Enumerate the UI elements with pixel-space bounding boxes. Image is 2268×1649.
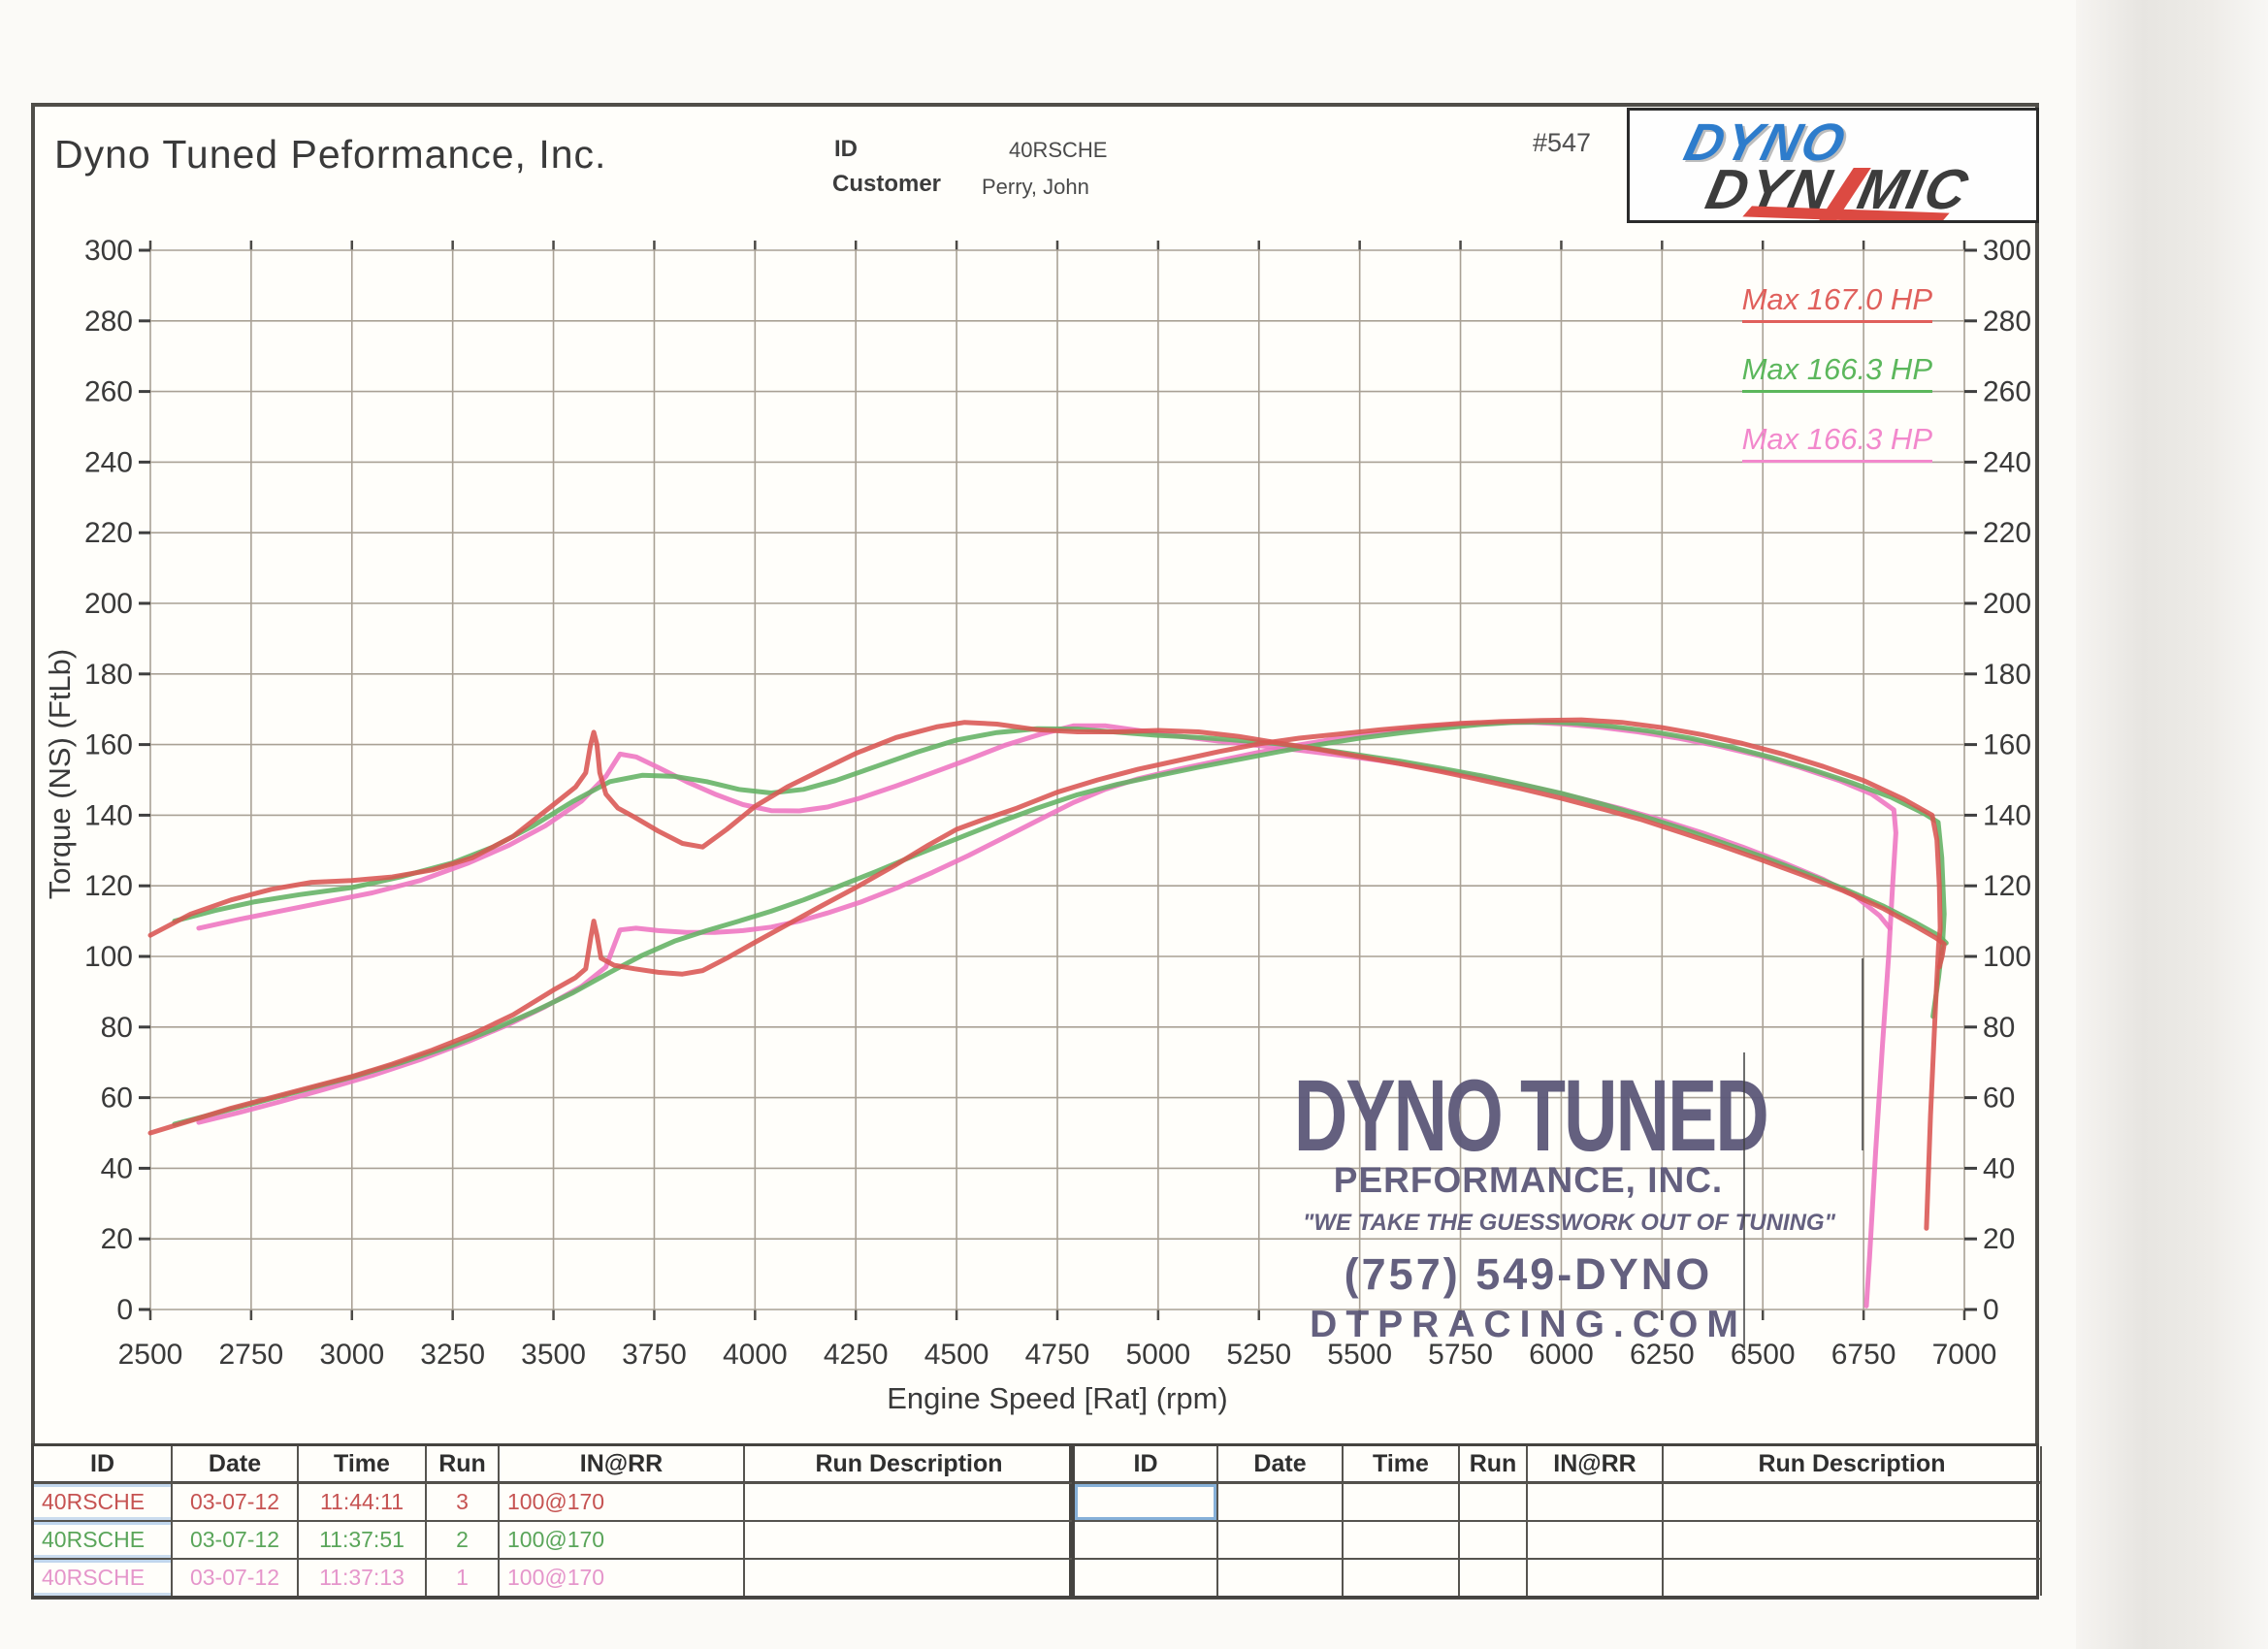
table-cell-time	[1344, 1520, 1460, 1558]
table-header-cell: IN@RR	[1528, 1446, 1664, 1482]
table-cell-id: 40RSCHE	[34, 1482, 173, 1520]
table-cell-run	[1460, 1558, 1528, 1596]
table-header-cell: ID	[34, 1446, 173, 1482]
legend-max-hp-run2: Max 166.3 HP	[1741, 352, 1932, 393]
report-title: Dyno Tuned Peformance, Inc.	[54, 132, 607, 177]
dyno-dynamics-logo: DYNO DYN MIC	[1627, 108, 2039, 223]
table-cell-time: 11:37:13	[299, 1558, 427, 1596]
table-cell-date	[1218, 1482, 1344, 1520]
table-cell-time	[1344, 1558, 1460, 1596]
table-cell-in_rr	[1528, 1520, 1664, 1558]
table-cell-description	[1664, 1482, 2042, 1520]
watermark-line4: (757) 549-DYNO	[1344, 1249, 1713, 1299]
table-cell-description	[1664, 1558, 2042, 1596]
table-cell-run	[1460, 1482, 1528, 1520]
table-cell-id: 40RSCHE	[34, 1520, 173, 1558]
table-cell-id	[1075, 1520, 1218, 1558]
table-cell-in_rr	[1528, 1558, 1664, 1596]
x-axis-title: Engine Speed [Rat] (rpm)	[887, 1381, 1228, 1415]
table-cell-date: 03-07-12	[173, 1558, 299, 1596]
table-header-cell: Time	[299, 1446, 427, 1482]
table-cell-description	[745, 1520, 1075, 1558]
table-header-cell: Date	[173, 1446, 299, 1482]
table-cell-date: 03-07-12	[173, 1520, 299, 1558]
scan-edge-shadow	[2076, 0, 2268, 1649]
legend-max-hp-run1: Max 166.3 HP	[1741, 422, 1932, 463]
report-document	[31, 103, 2039, 1600]
table-cell-id: 40RSCHE	[34, 1558, 173, 1596]
customer-label: Customer	[832, 171, 942, 197]
scan-artifact-line	[1862, 958, 1863, 1150]
table-header-cell: Time	[1344, 1446, 1460, 1482]
customer-value: Perry, John	[982, 175, 1089, 199]
table-cell-time: 11:37:51	[299, 1520, 427, 1558]
table-header-cell: Run	[427, 1446, 500, 1482]
table-cell-in_rr: 100@170	[500, 1520, 745, 1558]
watermark-line3: "WE TAKE THE GUESSWORK OUT OF TUNING"	[1303, 1210, 1835, 1236]
run-table-left: ID Date Time Run IN@RR Run Description 40RSCHE…	[31, 1443, 1075, 1599]
legend-max-hp-run3: Max 167.0 HP	[1741, 282, 1932, 323]
table-cell-date: 03-07-12	[173, 1482, 299, 1520]
table-cell-time	[1344, 1482, 1460, 1520]
table-cell-id	[1075, 1558, 1218, 1596]
y-axis-title: Torque (NS) (FtLb)	[43, 648, 77, 900]
table-cell-in_rr: 100@170	[500, 1482, 745, 1520]
table-cell-in_rr: 100@170	[500, 1558, 745, 1596]
watermark-line5: DTPRACING.COM	[1310, 1304, 1747, 1345]
table-header-cell: Run Description	[745, 1446, 1075, 1482]
table-header-cell: Date	[1218, 1446, 1344, 1482]
run-table-right: ID Date Time Run IN@RR Run Description	[1072, 1443, 2042, 1599]
sheet-number: #547	[1533, 128, 1592, 157]
table-cell-time: 11:44:11	[299, 1482, 427, 1520]
table-cell-run: 3	[427, 1482, 500, 1520]
table-cell-date	[1218, 1520, 1344, 1558]
table-cell-run	[1460, 1520, 1528, 1558]
table-cell-description	[745, 1558, 1075, 1596]
table-cell-id	[1075, 1482, 1218, 1520]
table-cell-date	[1218, 1558, 1344, 1596]
id-value: 40RSCHE	[1009, 138, 1108, 162]
table-cell-in_rr	[1528, 1482, 1664, 1520]
table-header-cell: IN@RR	[500, 1446, 745, 1482]
table-cell-description	[745, 1482, 1075, 1520]
id-label: ID	[834, 136, 858, 162]
table-cell-description	[1664, 1520, 2042, 1558]
scan-artifact-line	[1743, 1052, 1745, 1350]
watermark-line1: DYNO TUNED	[1293, 1057, 1769, 1173]
table-header-cell: ID	[1075, 1446, 1218, 1482]
table-cell-run: 2	[427, 1520, 500, 1558]
table-header-cell: Run Description	[1664, 1446, 2042, 1482]
table-header-cell: Run	[1460, 1446, 1528, 1482]
watermark: DYNO TUNED PERFORMANCE, INC. "WE TAKE TH…	[1294, 1064, 1835, 1346]
table-cell-run: 1	[427, 1558, 500, 1596]
